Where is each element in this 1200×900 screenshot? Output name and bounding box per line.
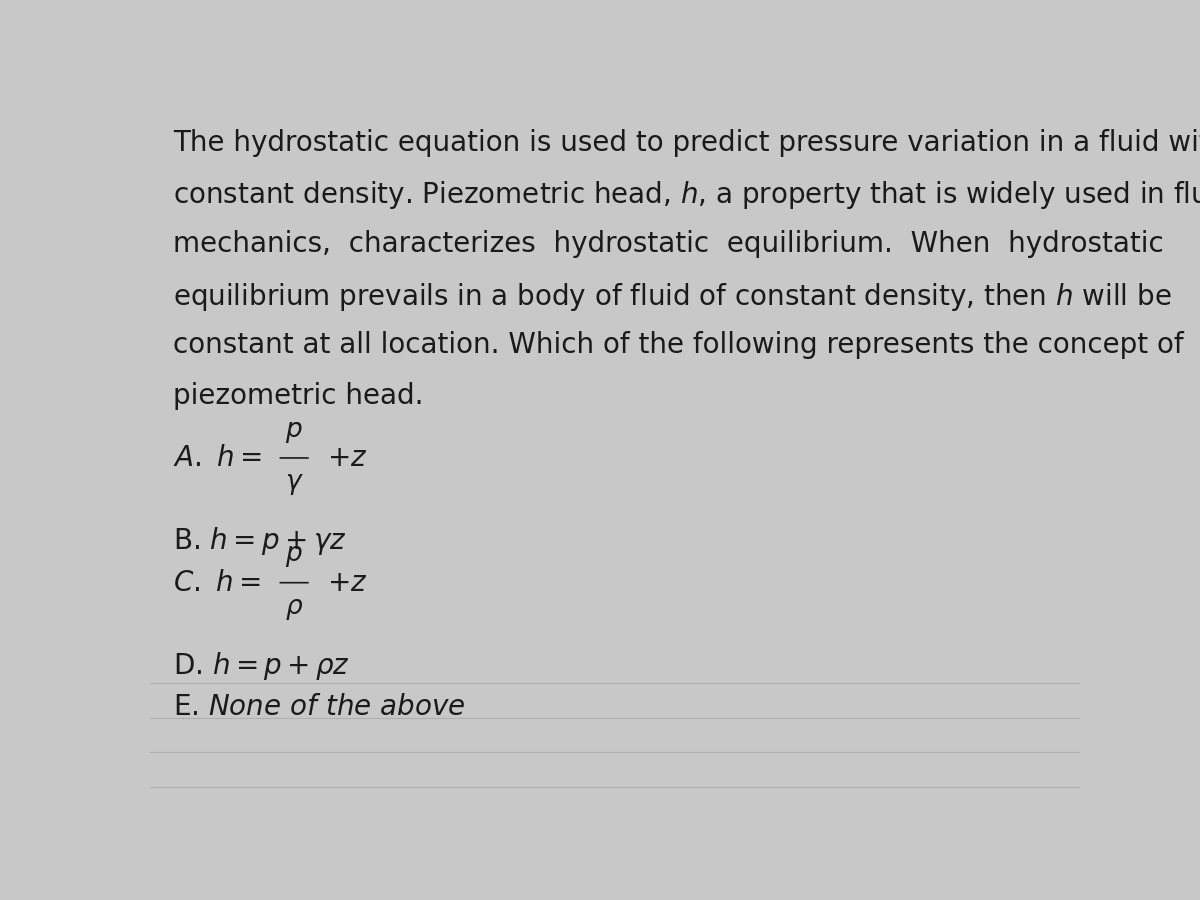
Text: constant at all location. Which of the following represents the concept of: constant at all location. Which of the f… [173, 331, 1184, 359]
Text: constant density. Piezometric head, $h$, a property that is widely used in fluid: constant density. Piezometric head, $h$,… [173, 179, 1200, 212]
Text: The hydrostatic equation is used to predict pressure variation in a fluid with: The hydrostatic equation is used to pred… [173, 129, 1200, 157]
Text: $+ z$: $+ z$ [326, 444, 367, 472]
Text: $\gamma$: $\gamma$ [284, 472, 304, 498]
Text: $+ z$: $+ z$ [326, 569, 367, 597]
Text: $A.\ h =$: $A.\ h =$ [173, 444, 263, 472]
Text: $\rho$: $\rho$ [284, 596, 304, 622]
Text: mechanics,  characterizes  hydrostatic  equilibrium.  When  hydrostatic: mechanics, characterizes hydrostatic equ… [173, 230, 1164, 258]
Text: E. $\mathit{None\ of\ the\ above}$: E. $\mathit{None\ of\ the\ above}$ [173, 693, 466, 722]
Text: D. $h = p + \rho z$: D. $h = p + \rho z$ [173, 650, 350, 682]
Text: $p$: $p$ [286, 544, 302, 570]
Text: equilibrium prevails in a body of fluid of constant density, then $h$ will be: equilibrium prevails in a body of fluid … [173, 281, 1171, 312]
Text: piezometric head.: piezometric head. [173, 382, 424, 410]
Text: $p$: $p$ [286, 418, 302, 445]
Text: B. $h = p + \gamma z$: B. $h = p + \gamma z$ [173, 525, 347, 557]
Text: $C.\ h =$: $C.\ h =$ [173, 569, 262, 597]
